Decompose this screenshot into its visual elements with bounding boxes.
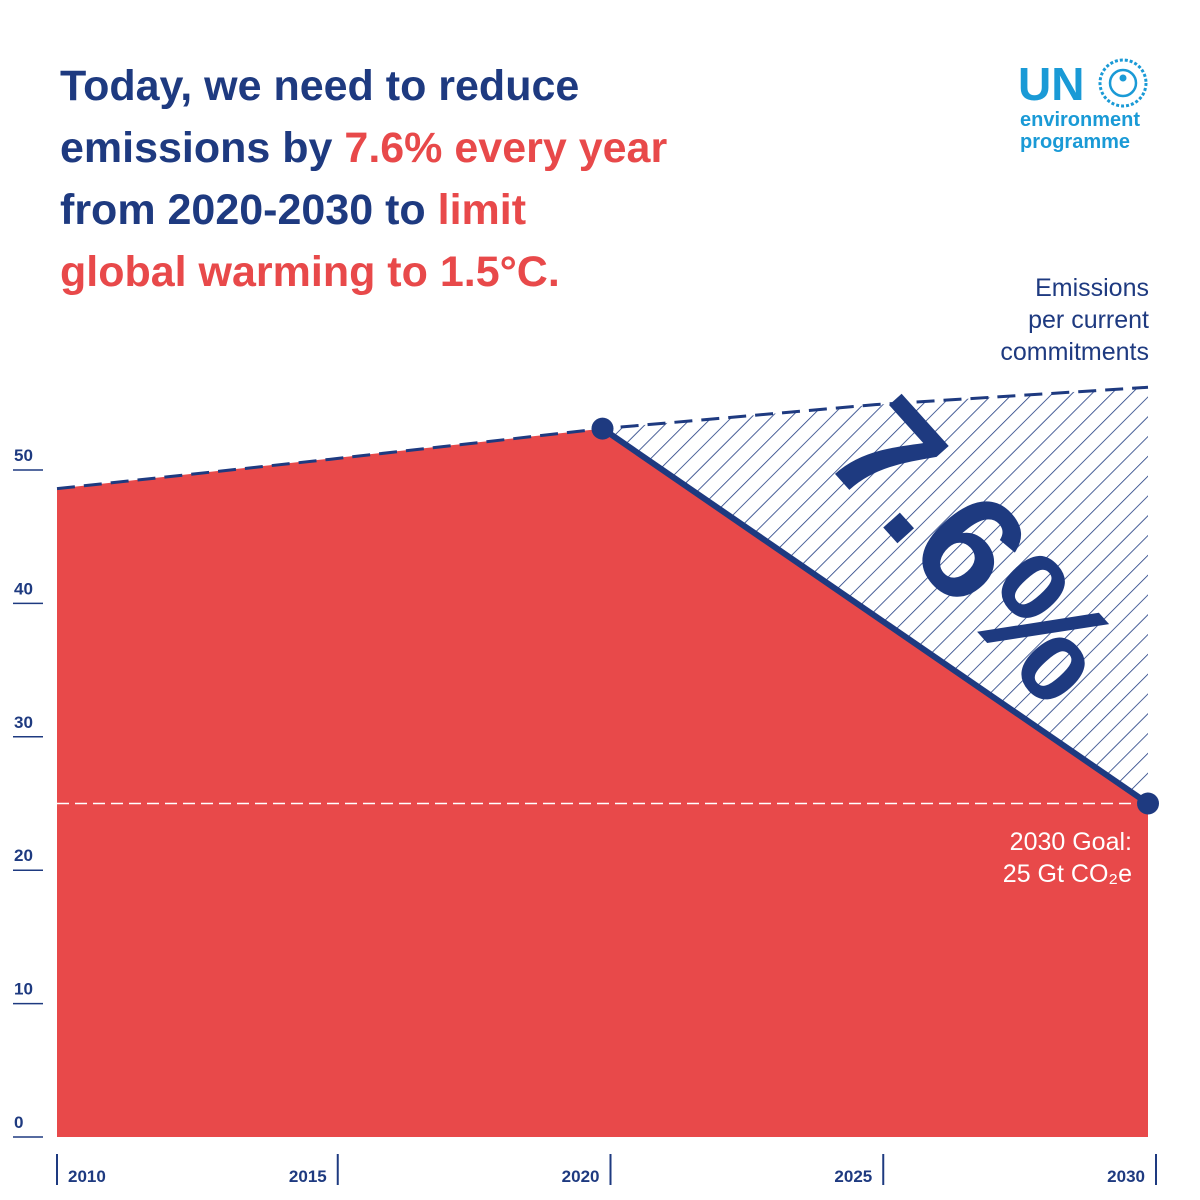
goal-label: 25 Gt CO₂e bbox=[1003, 860, 1132, 888]
y-tick-label: 10 bbox=[14, 980, 33, 999]
y-tick-label: 30 bbox=[14, 713, 33, 732]
title-segment: emissions by bbox=[60, 124, 344, 172]
commitment-gap bbox=[602, 387, 1148, 804]
y-tick-label: 50 bbox=[14, 446, 33, 465]
logo-name: UN bbox=[1018, 58, 1084, 110]
title-segment: global warming to 1.5°C. bbox=[60, 248, 560, 296]
commitment-label: commitments bbox=[1000, 338, 1149, 366]
x-tick-label: 2015 bbox=[289, 1167, 327, 1186]
logo-ring bbox=[1098, 58, 1148, 108]
y-tick-label: 0 bbox=[14, 1113, 23, 1132]
commitment-label: Emissions bbox=[1035, 274, 1149, 302]
logo-globe bbox=[1108, 68, 1138, 98]
y-tick-label: 40 bbox=[14, 579, 33, 598]
pathway-marker bbox=[591, 417, 614, 440]
pathway-marker bbox=[1137, 792, 1159, 815]
title-segment: from 2020-2030 to bbox=[60, 186, 438, 234]
title-line: global warming to 1.5°C. bbox=[60, 248, 560, 296]
x-tick-label: 2030 bbox=[1107, 1167, 1145, 1186]
title-line: from 2020-2030 to limit bbox=[60, 186, 526, 234]
title-segment: Today, we need to reduce bbox=[60, 62, 579, 110]
pathway-line bbox=[600, 426, 1150, 806]
logo-emblem bbox=[1098, 58, 1148, 108]
x-tick-label: 2025 bbox=[834, 1167, 872, 1186]
title-segment: limit bbox=[438, 186, 526, 234]
y-tick-label: 20 bbox=[14, 846, 33, 865]
title-line: emissions by 7.6% every year bbox=[60, 124, 667, 172]
pathway-area bbox=[57, 428, 1148, 1137]
commitment-label: per current bbox=[1028, 306, 1149, 334]
x-tick-label: 2020 bbox=[562, 1167, 600, 1186]
logo-figure bbox=[1119, 74, 1127, 82]
title-segment: 7.6% every year bbox=[344, 124, 667, 172]
logo-line: programme bbox=[1020, 131, 1130, 153]
logo-line: environment bbox=[1020, 109, 1140, 131]
goal-label: 2030 Goal: bbox=[1010, 828, 1132, 856]
title-line: Today, we need to reduce bbox=[60, 62, 579, 110]
x-tick-label: 2010 bbox=[68, 1167, 106, 1186]
